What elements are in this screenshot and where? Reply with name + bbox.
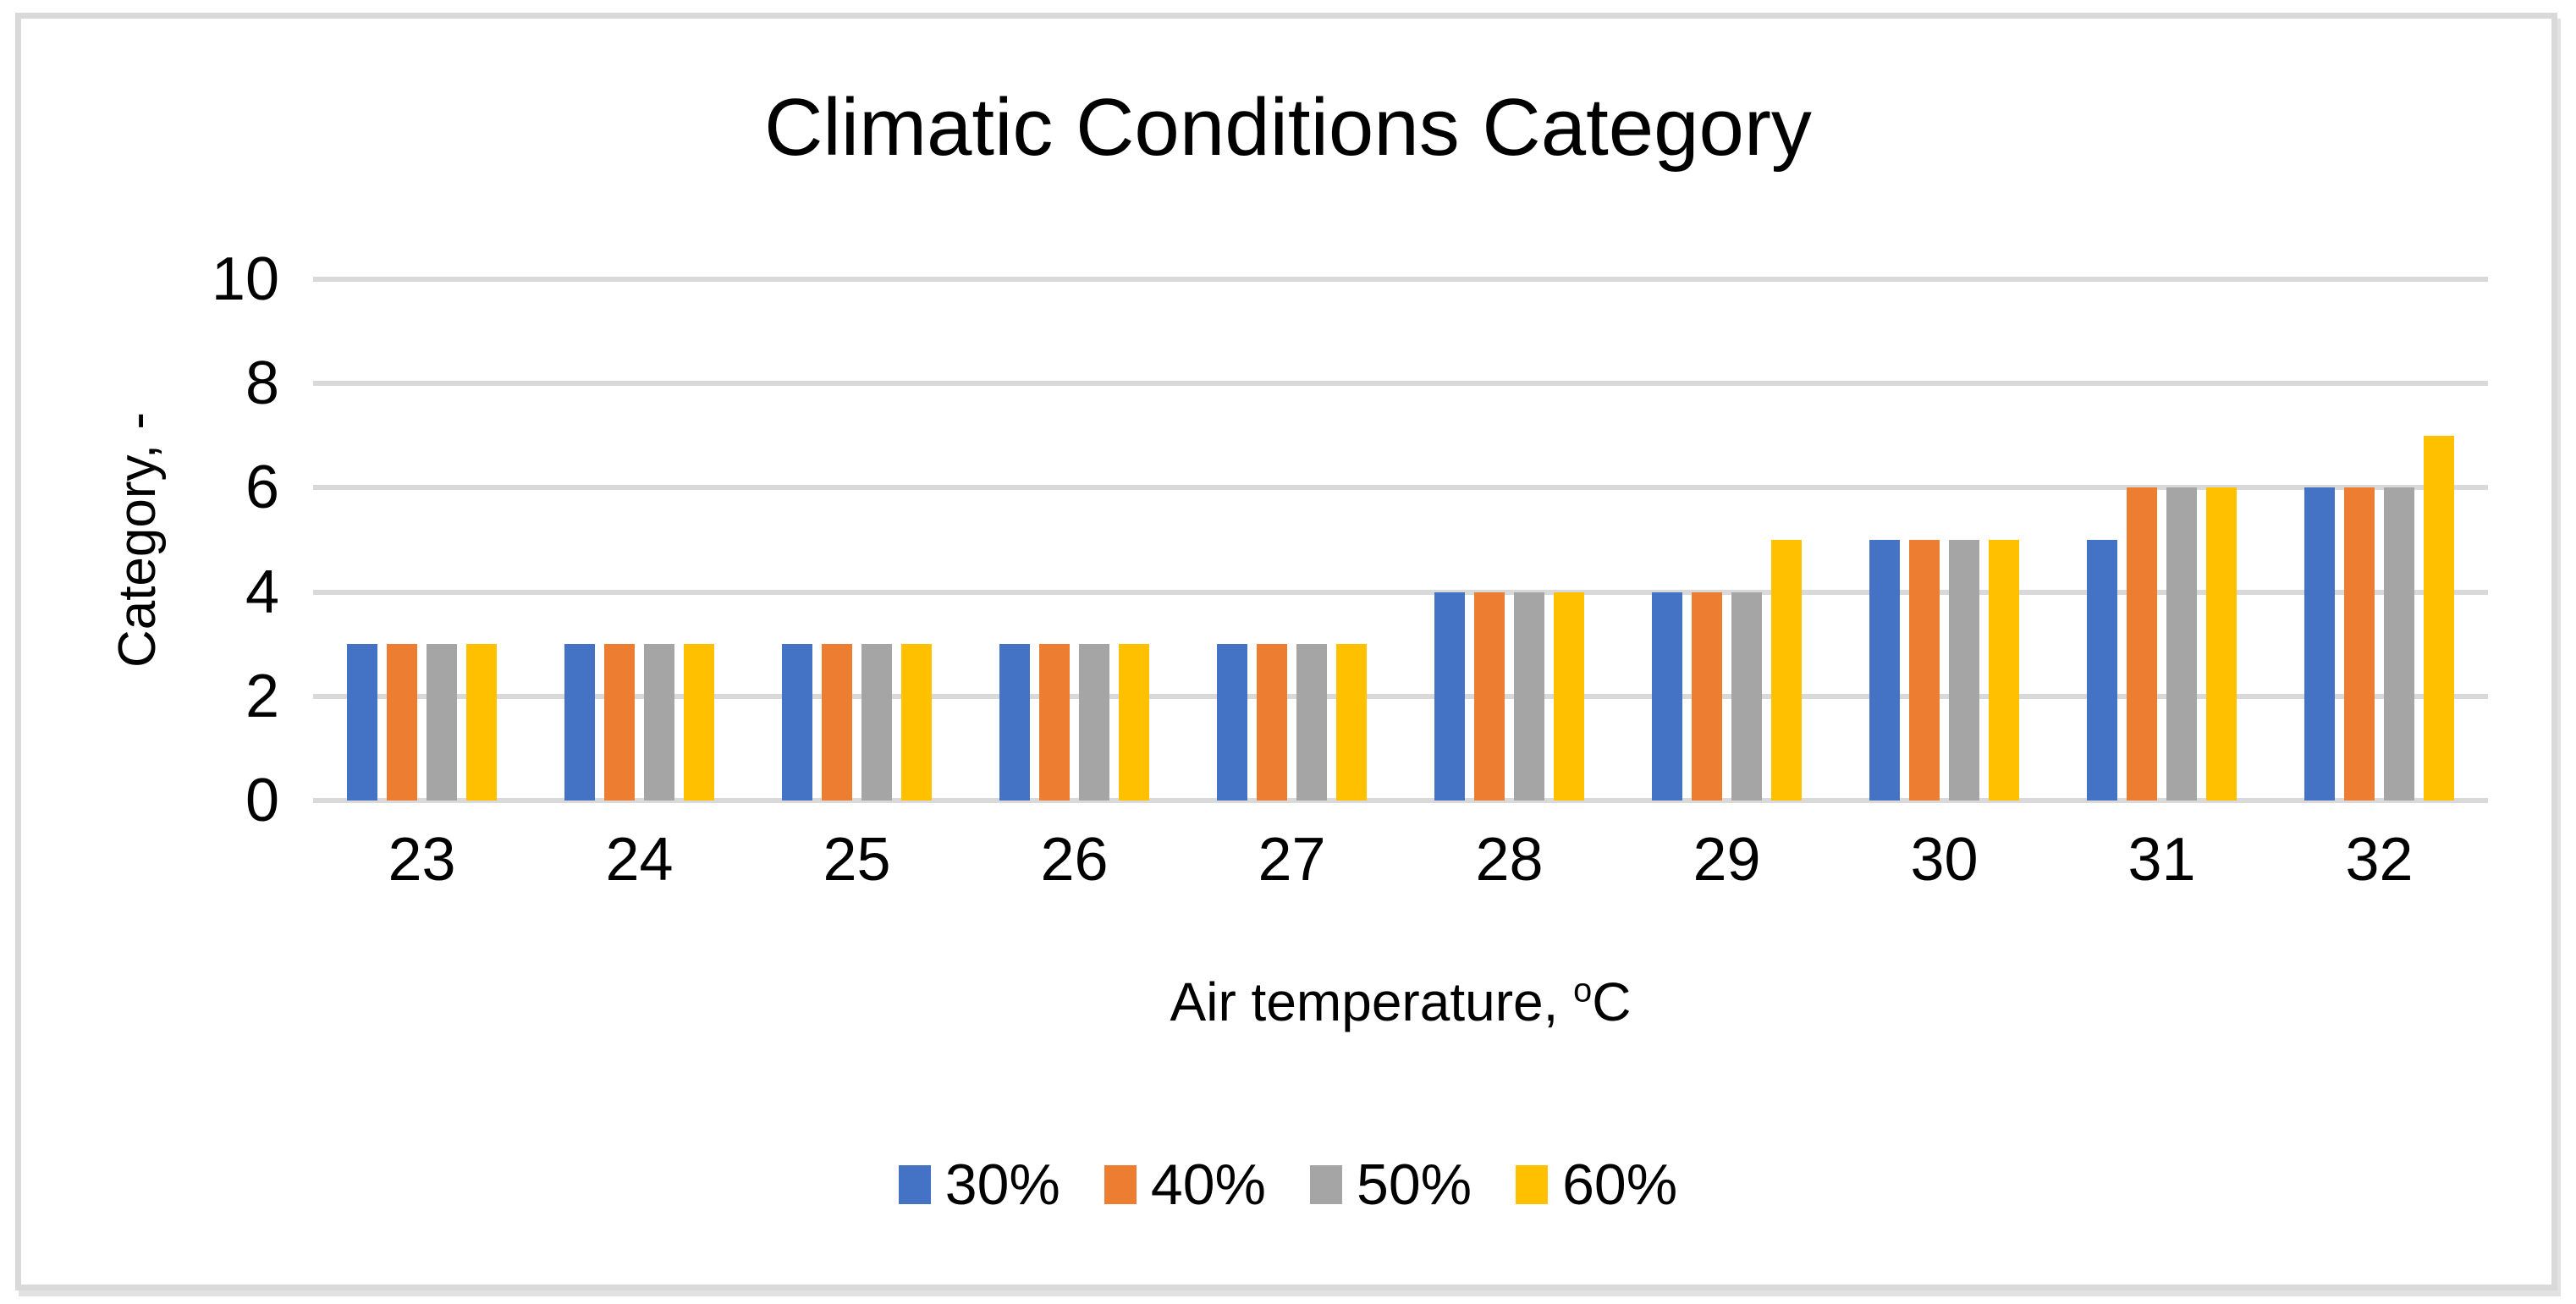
bar-40% <box>1692 591 1722 801</box>
bar-30% <box>564 644 595 801</box>
bar-60% <box>1554 591 1584 801</box>
gridline <box>313 485 2488 491</box>
bar-60% <box>684 644 714 801</box>
bar-50% <box>1079 644 1109 801</box>
x-tick-label: 30 <box>1910 826 1979 894</box>
bar-30% <box>2304 487 2335 801</box>
bar-60% <box>901 644 932 801</box>
bar-50% <box>1731 591 1762 801</box>
x-axis-title-unit: C <box>1592 971 1632 1032</box>
bar-group <box>531 279 748 801</box>
legend-swatch-50% <box>1310 1165 1342 1204</box>
bar-40% <box>1257 644 1287 801</box>
x-tick-label: 26 <box>1040 826 1109 894</box>
x-tick-label: 24 <box>605 826 674 894</box>
x-axis-title: Air temperature, oC <box>313 971 2488 1034</box>
y-tick-label: 10 <box>211 245 279 313</box>
bar-50% <box>1296 644 1327 801</box>
gridline <box>313 277 2488 282</box>
legend: 30% 40% 50% 60% <box>0 1149 2576 1220</box>
bar-40% <box>822 644 852 801</box>
bar-30% <box>782 644 812 801</box>
y-tick-label: 0 <box>245 767 279 834</box>
y-tick-label: 8 <box>245 349 279 418</box>
bar-60% <box>1771 540 1802 801</box>
x-tick-label: 32 <box>2345 826 2414 894</box>
bar-60% <box>1336 644 1367 801</box>
x-tick-label: 27 <box>1258 826 1326 894</box>
bar-40% <box>604 644 635 801</box>
degree-superscript: o <box>1573 971 1593 1010</box>
bar-40% <box>1909 540 1940 801</box>
bar-group <box>1618 279 1836 801</box>
bar-60% <box>1119 644 1149 801</box>
bar-50% <box>427 644 457 801</box>
gridline <box>313 693 2488 699</box>
chart-title: Climatic Conditions Category <box>764 82 1812 173</box>
bar-40% <box>1039 644 1070 801</box>
bar-40% <box>2344 487 2375 801</box>
bar-60% <box>2206 487 2237 801</box>
plot-area <box>313 277 2488 803</box>
legend-item: 40% <box>1104 1156 1266 1213</box>
gridline <box>313 798 2488 803</box>
chart-border <box>15 13 2557 1290</box>
legend-label: 60% <box>1562 1153 1678 1217</box>
bar-30% <box>347 644 377 801</box>
bar-30% <box>1434 591 1465 801</box>
legend-swatch-60% <box>1516 1165 1549 1204</box>
legend-swatch-30% <box>898 1165 931 1204</box>
bar-group <box>748 279 966 801</box>
y-tick-label: 2 <box>245 662 279 730</box>
x-tick-label: 28 <box>1475 826 1544 894</box>
bar-group <box>2271 279 2488 801</box>
y-tick-label: 6 <box>245 454 279 522</box>
legend-item: 60% <box>1516 1156 1677 1213</box>
bar-50% <box>1514 591 1544 801</box>
gridline <box>313 381 2488 387</box>
legend-label: 40% <box>1150 1153 1266 1217</box>
legend-label: 50% <box>1357 1153 1472 1217</box>
bar-60% <box>466 644 497 801</box>
bar-group <box>966 279 1183 801</box>
gridline <box>313 589 2488 595</box>
x-tick-label: 23 <box>388 826 456 894</box>
legend-label: 30% <box>944 1153 1060 1217</box>
bar-group <box>1183 279 1401 801</box>
x-tick-label: 25 <box>823 826 891 894</box>
bar-50% <box>644 644 674 801</box>
legend-item: 30% <box>898 1153 1060 1217</box>
bar-50% <box>1949 540 1979 801</box>
bar-group <box>1836 279 2053 801</box>
x-tick-label: 29 <box>1693 826 1761 894</box>
bar-60% <box>2424 435 2454 801</box>
bar-40% <box>2127 487 2157 801</box>
bar-group <box>313 279 531 801</box>
y-tick-label: 4 <box>245 558 279 626</box>
bar-40% <box>387 644 417 801</box>
x-tick-label: 31 <box>2127 826 2196 894</box>
bar-group <box>1401 279 1618 801</box>
bar-30% <box>999 644 1030 801</box>
bar-30% <box>1869 540 1900 801</box>
legend-swatch-40% <box>1104 1165 1137 1204</box>
bar-50% <box>861 644 892 801</box>
bar-30% <box>2087 540 2117 801</box>
x-axis-title-text: Air temperature, <box>1170 971 1574 1032</box>
bar-30% <box>1217 644 1247 801</box>
bar-40% <box>1474 591 1505 801</box>
legend-item: 50% <box>1310 1156 1472 1213</box>
bar-30% <box>1652 591 1682 801</box>
bar-50% <box>2166 487 2197 801</box>
bar-60% <box>1989 540 2019 801</box>
bar-group <box>2053 279 2271 801</box>
bar-50% <box>2384 487 2414 801</box>
